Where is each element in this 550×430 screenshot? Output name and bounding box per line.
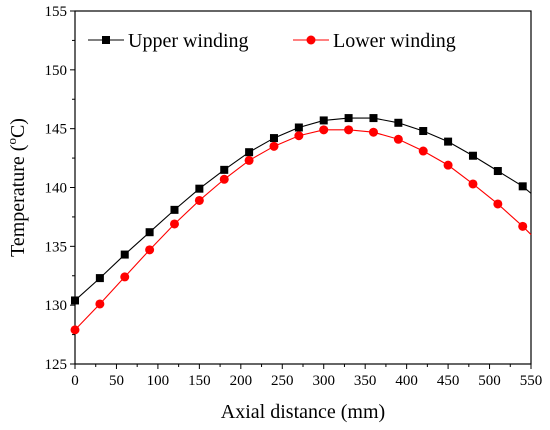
y-tick-label: 155 [45,4,68,20]
data-point [169,219,179,229]
x-tick-label: 400 [395,373,418,389]
x-axis-title: Axial distance (mm) [221,401,385,423]
data-point [269,141,279,151]
data-point [120,272,130,282]
data-point [220,165,229,174]
data-point [71,296,79,305]
y-tick-label: 135 [45,239,68,255]
data-point [418,146,428,156]
data-point [369,114,378,123]
y-axis-title-degree: o [4,138,19,145]
y-axis-title-unit: C) [7,118,29,138]
data-point [444,137,453,146]
x-tick-label: 550 [520,373,543,389]
data-point [294,131,304,141]
data-point [393,134,403,144]
data-point [170,205,179,214]
plot-frame [74,10,532,365]
data-point [70,325,80,335]
x-tick-label: 450 [437,373,460,389]
x-tick-label: 350 [354,373,377,389]
data-point [468,151,477,160]
data-point [518,182,527,191]
x-tick-label: 150 [188,373,211,389]
data-point [269,134,278,143]
data-point [145,245,155,255]
series-lower-winding [70,125,532,335]
series-line [74,117,532,301]
x-tick-label: 200 [230,373,253,389]
legend: Upper winding Lower winding [88,30,456,52]
legend-marker [306,35,316,45]
data-point [344,114,353,123]
legend-entry: Upper winding [88,30,249,52]
data-point [245,148,254,157]
x-tick-label: 300 [312,373,335,389]
data-point [493,199,503,209]
y-tick-label: 140 [45,181,68,197]
series-line [74,129,532,331]
y-tick-label: 150 [45,63,68,79]
data-point [95,274,104,283]
data-point [120,250,129,259]
data-point [294,123,303,132]
legend-marker [102,36,110,44]
data-point [468,179,478,189]
data-point [194,195,204,205]
y-tick-label: 145 [45,122,68,138]
data-point [493,167,502,176]
data-point [195,184,204,193]
legend-entry: Lower winding [293,30,456,52]
x-tick-label: 50 [109,373,124,389]
data-point [518,221,528,231]
data-point [419,127,428,136]
x-tick-label: 500 [478,373,501,389]
x-tick-label: 0 [71,373,79,389]
data-point [244,155,254,165]
legend-label: Lower winding [333,30,456,52]
x-tick-label: 100 [147,373,170,389]
data-point [319,116,328,125]
legend-label: Upper winding [128,30,249,52]
data-point [145,228,154,237]
y-tick-label: 125 [45,357,68,373]
y-axis-title: Temperature (oC) [4,118,29,257]
data-point [443,160,453,170]
data-point [344,125,354,135]
data-point [319,125,329,135]
data-point [95,299,105,309]
data-point [394,118,403,127]
data-point [219,174,229,184]
y-tick-label: 130 [45,298,68,314]
data-point [368,127,378,137]
x-tick-label: 250 [271,373,294,389]
series-upper-winding [71,114,532,305]
y-axis-title-main: Temperature ( [7,144,29,257]
